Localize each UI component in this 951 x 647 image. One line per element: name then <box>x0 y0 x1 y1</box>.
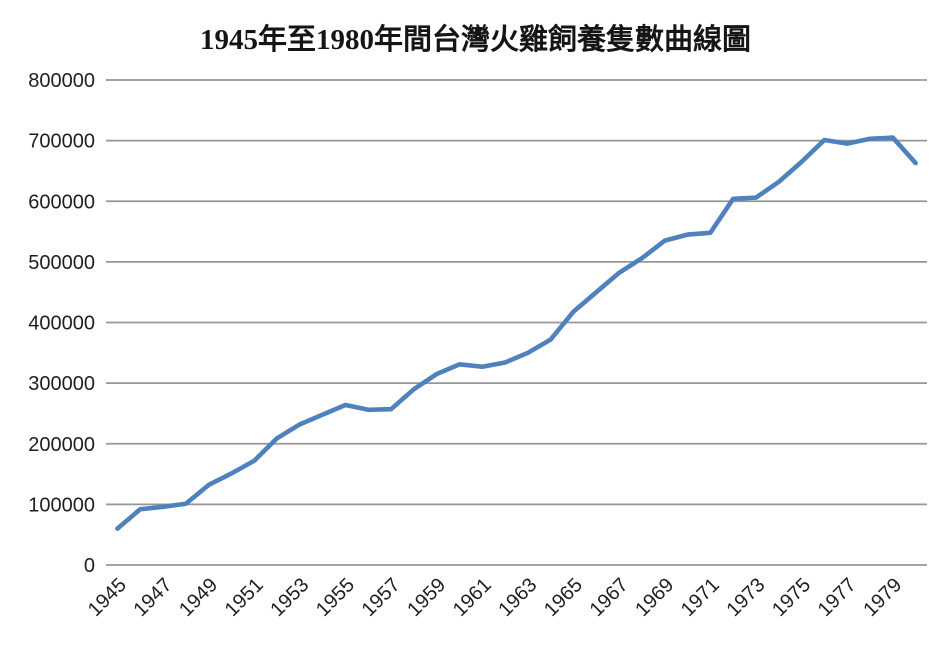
x-tick-label: 1953 <box>266 574 313 621</box>
y-tick-label: 700000 <box>28 131 95 153</box>
x-tick-label: 1963 <box>494 574 541 621</box>
y-tick-label: 300000 <box>28 373 95 395</box>
y-tick-label: 0 <box>84 555 95 577</box>
x-tick-label: 1945 <box>84 574 131 621</box>
x-tick-label: 1979 <box>859 574 906 621</box>
y-tick-label: 200000 <box>28 434 95 456</box>
y-tick-label: 600000 <box>28 191 95 213</box>
x-tick-label: 1959 <box>403 574 450 621</box>
chart-title: 1945年至1980年間台灣火雞飼養隻數曲線圖 <box>199 24 751 56</box>
x-tick-label: 1955 <box>312 574 359 621</box>
x-tick-label: 1961 <box>449 574 496 621</box>
y-tick-label: 800000 <box>28 70 95 92</box>
x-tick-label: 1969 <box>631 574 678 621</box>
x-tick-label: 1947 <box>130 574 177 621</box>
y-tick-label: 400000 <box>28 313 95 335</box>
y-tick-label: 100000 <box>28 494 95 516</box>
x-tick-label: 1975 <box>768 574 815 621</box>
data-series-line <box>115 135 918 531</box>
x-tick-label: 1971 <box>677 574 724 621</box>
y-tick-label: 500000 <box>28 252 95 274</box>
x-tick-label: 1977 <box>814 574 861 621</box>
x-tick-label: 1965 <box>540 574 587 621</box>
x-tick-label: 1951 <box>221 574 268 621</box>
x-tick-label: 1973 <box>722 574 769 621</box>
x-tick-label: 1967 <box>586 574 633 621</box>
x-tick-label: 1949 <box>175 574 222 621</box>
x-tick-label: 1957 <box>358 574 405 621</box>
